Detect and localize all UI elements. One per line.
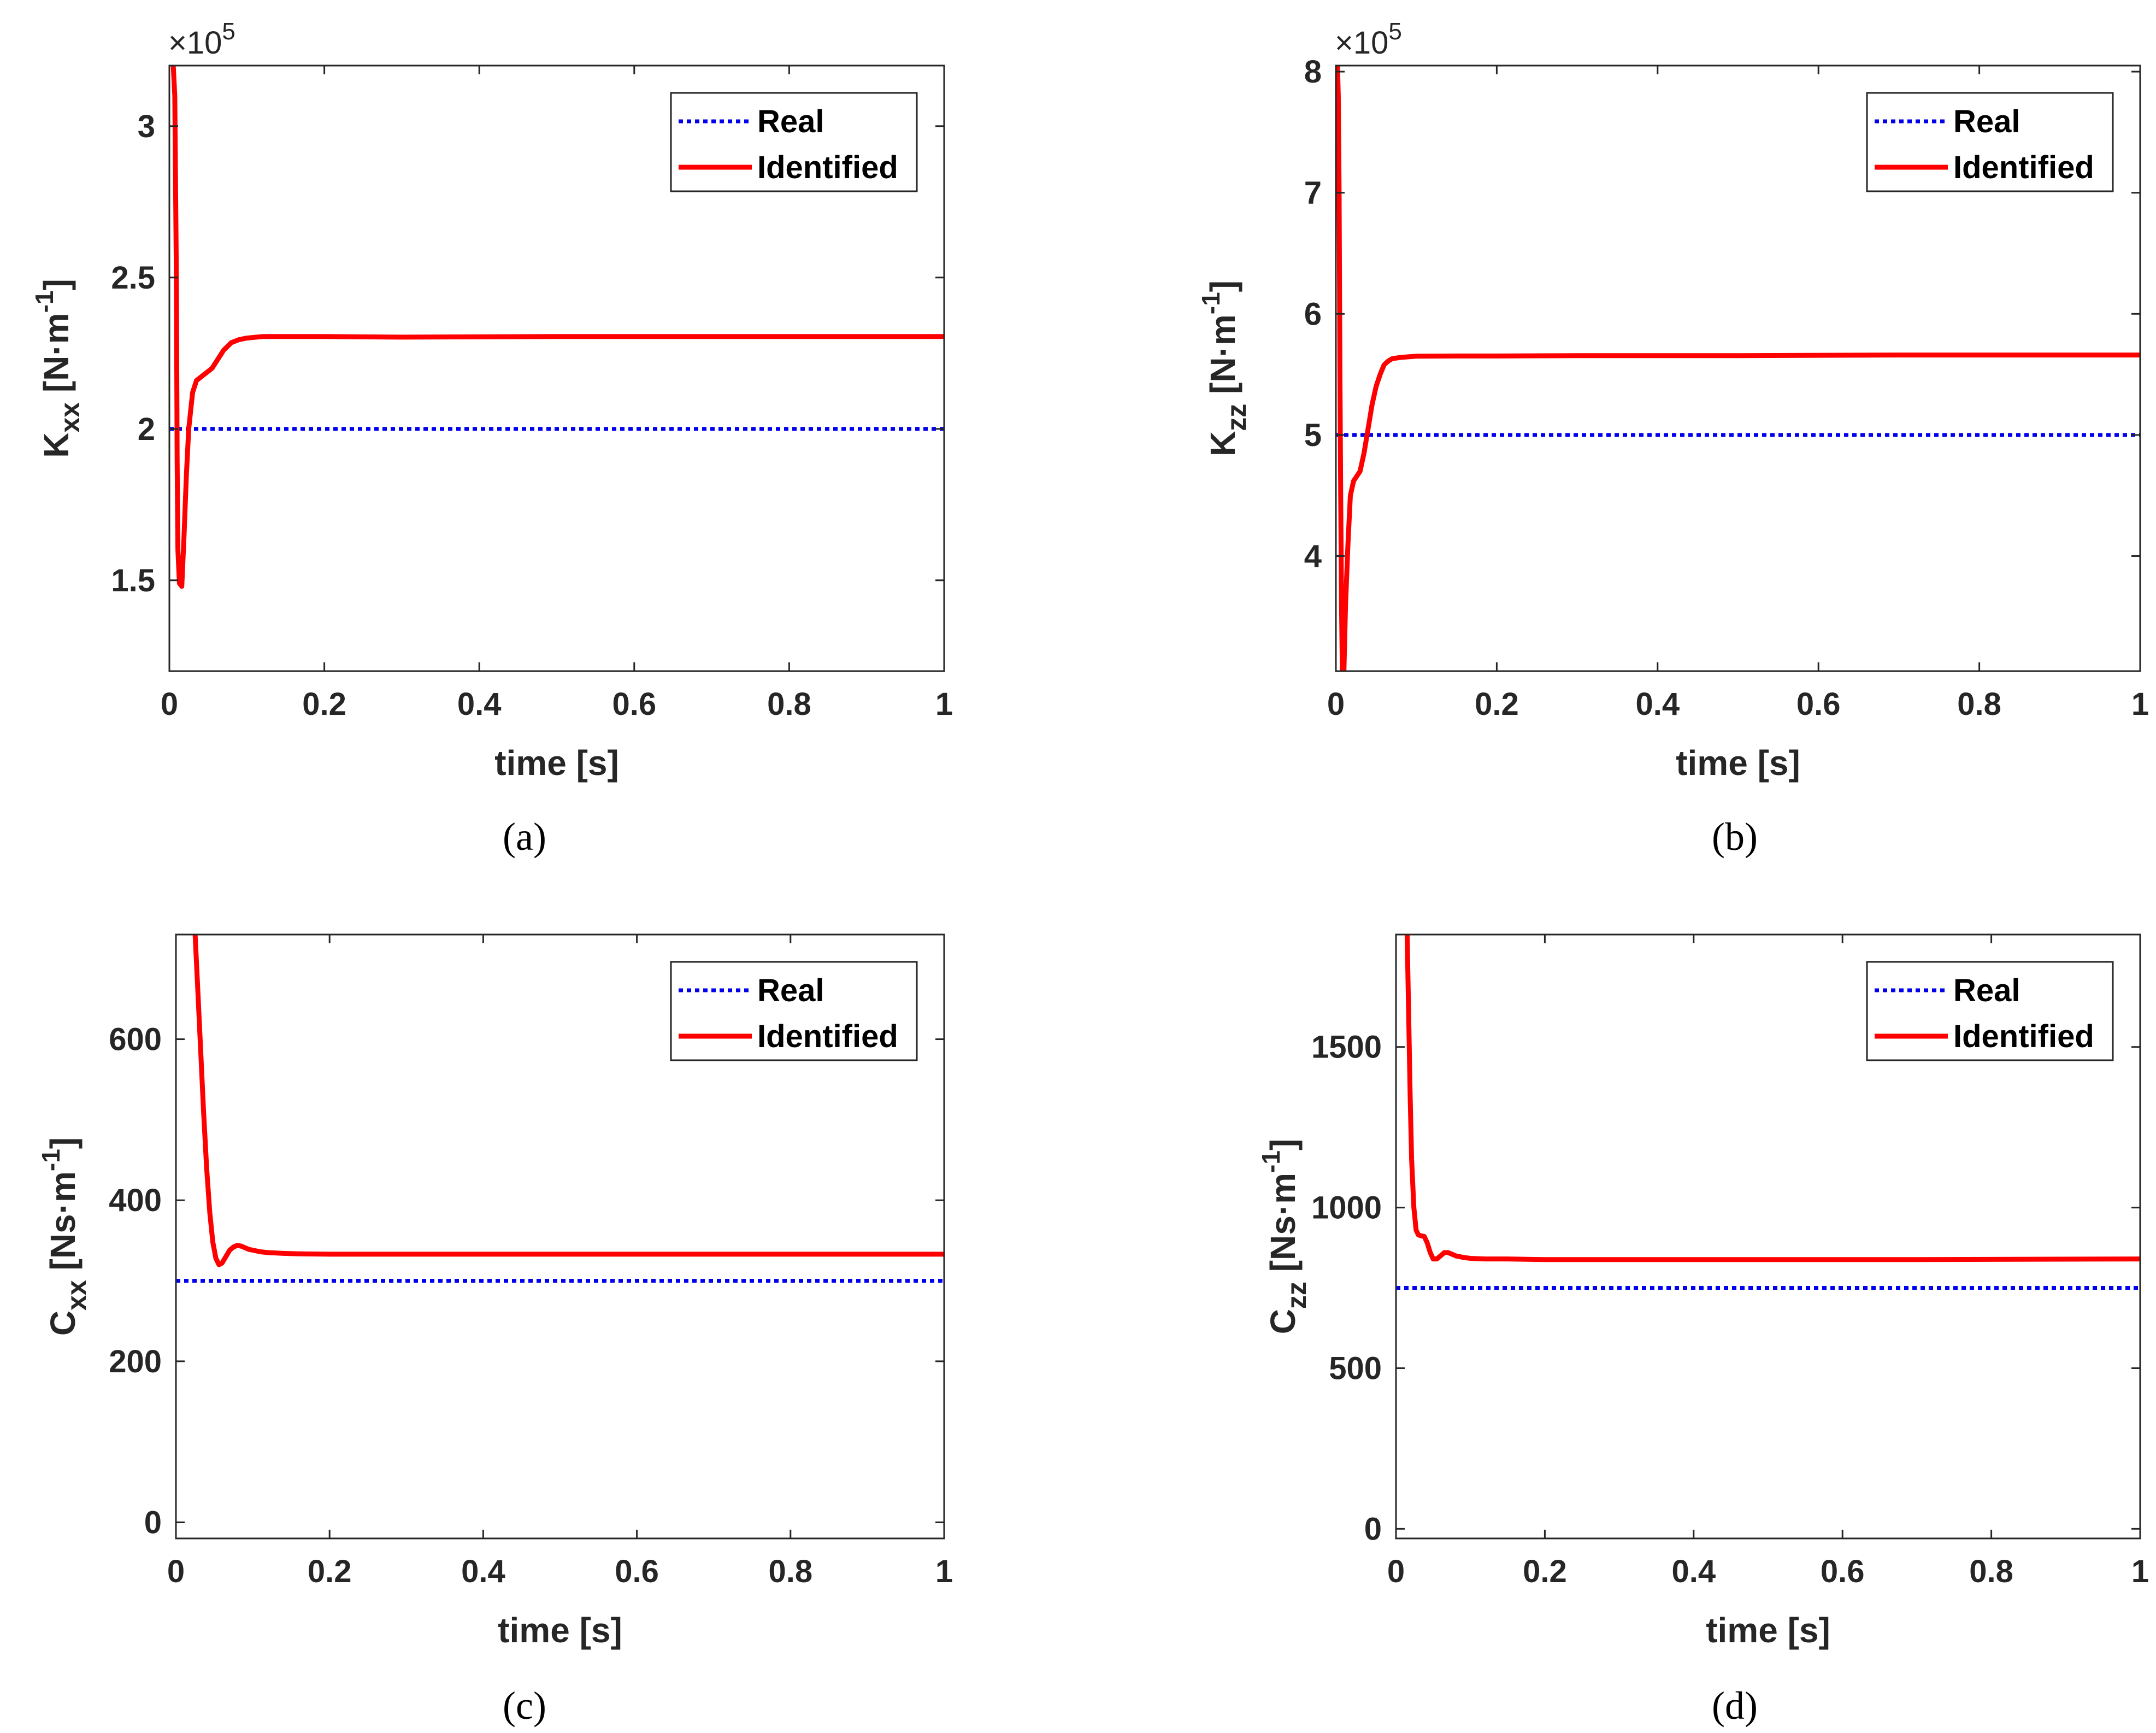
y-tick-label: 200 [109,1344,162,1379]
x-tick-label: 0 [167,1554,185,1589]
x-tick-label: 0.8 [1969,1554,2013,1589]
chart-panel-a: 0 0.2 0.4 0.6 0.8 1 1.5 2 2.5 3 ×105 time [s] Kxx [N… [30,18,953,859]
legend-label-identified: Identified [757,150,898,185]
x-tick-label: 0 [1387,1554,1405,1589]
x-tick-label: 0.4 [457,686,502,722]
x-tick-label: 0.6 [612,686,656,722]
legend-box [1866,961,2114,1061]
y-tick-label: 600 [109,1022,162,1058]
legend: Real Identified [670,961,918,1061]
series-line-identified [170,66,944,589]
y-axis-label: Cxx [Ns·m-1] [37,1137,92,1336]
axes-frame [1395,933,2141,1540]
panel-caption: (b) [1712,815,1758,859]
panel-caption: (c) [503,1684,546,1728]
legend: Real Identified [1866,961,2114,1061]
axis-exponent: ×105 [168,18,235,61]
series-line-identified [1336,66,2140,671]
x-tick-label: 1 [935,686,953,722]
x-tick-label: 0 [161,686,178,722]
y-tick-label: 1500 [1311,1030,1382,1065]
x-tick-label: 0.8 [768,1554,812,1589]
legend-box [670,961,918,1061]
y-tick-label: 3 [138,109,155,144]
y-tick-label: 4 [1304,538,1322,574]
panel-caption: (a) [503,815,546,859]
legend-label-real: Real [757,104,824,139]
x-tick-label: 1 [2131,686,2149,722]
x-tick-label: 0.2 [302,686,346,722]
legend-label-real: Real [1953,104,2020,139]
legend: Real Identified [670,92,918,192]
y-axis-label: Kzz [N·m-1] [1197,280,1252,456]
y-tick-label: 1.5 [111,563,155,598]
x-tick-label: 0.2 [1523,1554,1567,1589]
y-tick-label: 2.5 [111,260,155,296]
axis-exponent: ×105 [1335,18,1402,61]
y-tick-label: 7 [1304,175,1322,211]
x-tick-label: 0.6 [1821,1554,1865,1589]
x-axis-label: time [s] [1706,1611,1830,1650]
y-tick-label: 400 [109,1183,162,1218]
y-tick-label: 0 [144,1505,162,1541]
axes-frame [168,64,945,672]
x-tick-label: 0.4 [1635,686,1680,722]
x-axis-label: time [s] [498,1611,622,1650]
x-axis-label: time [s] [494,743,619,783]
x-tick-label: 0.4 [1671,1554,1716,1589]
legend-label-identified: Identified [1953,150,2094,185]
x-tick-label: 0.8 [767,686,811,722]
chart-panel-c: 0 0.2 0.4 0.6 0.8 1 0 200 400 600 time [s] Cxx [Ns·… [37,933,953,1728]
x-tick-label: 0 [1327,686,1345,722]
x-axis-label: time [s] [1676,743,1800,783]
x-tick-label: 1 [2131,1554,2149,1589]
series-line-identified [1404,935,2140,1262]
legend-box [670,92,918,192]
chart-panel-d: 0 0.2 0.4 0.6 0.8 1 0 500 1000 1500 time [s] Czz [N… [1257,933,2149,1728]
legend-label-real: Real [757,973,824,1008]
x-tick-label: 0.4 [461,1554,505,1589]
y-tick-label: 6 [1304,296,1322,332]
y-tick-label: 500 [1329,1350,1382,1386]
legend-box [1866,92,2114,192]
x-tick-label: 0.8 [1957,686,2001,722]
y-axis-label: Czz [Ns·m-1] [1257,1139,1312,1335]
y-tick-label: 2 [138,412,155,447]
chart-panel-b: 0 0.2 0.4 0.6 0.8 1 4 5 6 7 8 ×105 time [s] Kzz [N·m-… [1197,18,2149,859]
legend: Real Identified [1866,92,2114,192]
y-tick-label: 0 [1364,1511,1382,1547]
y-tick-label: 8 [1304,54,1322,90]
y-axis-label: Kxx [N·m-1] [30,279,85,458]
y-tick-label: 5 [1304,418,1322,453]
panel-caption: (d) [1712,1684,1758,1728]
x-tick-label: 1 [935,1554,953,1589]
x-tick-label: 0.2 [1475,686,1519,722]
x-tick-label: 0.2 [308,1554,352,1589]
axes-frame [175,933,945,1540]
x-tick-label: 0.6 [1796,686,1841,722]
y-tick-label: 1000 [1311,1190,1382,1226]
x-tick-label: 0.6 [615,1554,659,1589]
legend-label-identified: Identified [757,1019,898,1054]
legend-label-identified: Identified [1953,1019,2094,1054]
legend-label-real: Real [1953,973,2020,1008]
series-line-identified [192,935,944,1267]
axes-frame [1335,64,2141,672]
